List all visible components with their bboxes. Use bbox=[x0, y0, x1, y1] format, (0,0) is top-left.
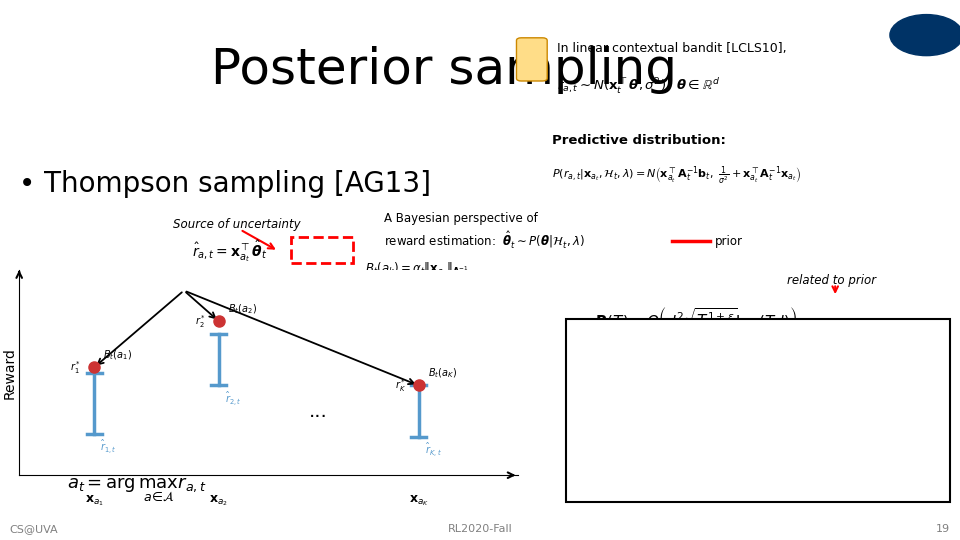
Text: Posterior sampling: Posterior sampling bbox=[211, 46, 677, 94]
Text: CS@UVA: CS@UVA bbox=[10, 524, 59, 534]
Text: $r_K^*$: $r_K^*$ bbox=[395, 377, 406, 394]
Text: UVA: UVA bbox=[919, 32, 934, 38]
Text: $\mathbf{x}_{a_2}$: $\mathbf{x}_{a_2}$ bbox=[209, 493, 228, 508]
Text: $\mathbf{R}(T) = O\left(d^2\sqrt{T^{1+\epsilon}}\log(Td)\right)$: $\mathbf{R}(T) = O\left(d^2\sqrt{T^{1+\e… bbox=[595, 305, 797, 332]
Text: prior: prior bbox=[715, 235, 743, 248]
Text: $r_2^*$: $r_2^*$ bbox=[195, 313, 206, 330]
Text: $a_t = \arg\max_{a \in \mathcal{A}} \hat{r}_{a,t}$: $a_t = \arg\max_{a \in \mathcal{A}} \hat… bbox=[67, 469, 206, 503]
Text: ...: ... bbox=[309, 402, 328, 421]
Text: • Thompson sampling [AG13]: • Thompson sampling [AG13] bbox=[19, 170, 431, 198]
Text: 19: 19 bbox=[936, 524, 950, 534]
Text: $\hat{r}_{2,t}$: $\hat{r}_{2,t}$ bbox=[225, 389, 242, 408]
FancyBboxPatch shape bbox=[516, 38, 547, 81]
Y-axis label: Reward: Reward bbox=[3, 347, 16, 399]
Text: RL2020-Fall: RL2020-Fall bbox=[447, 524, 513, 534]
Text: $\mathbf{A}_t = \lambda\mathbf{I} + \frac{1}{\sigma^2}\sum_{(a_i,r_i)\in\mathcal: $\mathbf{A}_t = \lambda\mathbf{I} + \fra… bbox=[586, 381, 708, 408]
Text: $\mathbf{x}_{a_1}$: $\mathbf{x}_{a_1}$ bbox=[84, 493, 104, 508]
Text: $B_t(a_k) = \alpha_t \|\mathbf{x}_{a_k}\|_{\mathbf{A}_t^{-1}}$: $B_t(a_k) = \alpha_t \|\mathbf{x}_{a_k}\… bbox=[365, 261, 468, 279]
FancyBboxPatch shape bbox=[566, 319, 950, 502]
Circle shape bbox=[890, 15, 960, 56]
Text: $\mathbf{x}_{a_K}$: $\mathbf{x}_{a_K}$ bbox=[409, 493, 428, 508]
Text: Source of uncertainty: Source of uncertainty bbox=[173, 218, 300, 231]
Text: $\hat{r}_{1,t}$: $\hat{r}_{1,t}$ bbox=[100, 438, 117, 456]
Text: $B_t(a_1)$: $B_t(a_1)$ bbox=[103, 349, 132, 362]
Text: In linear contextual bandit [LCLS10],: In linear contextual bandit [LCLS10], bbox=[557, 42, 786, 55]
Text: $\mathbf{b}_t = \frac{1}{\sigma^2}\sum_{(a_i,r_i)\in\mathcal{H}_i} r_{a_i}\mathb: $\mathbf{b}_t = \frac{1}{\sigma^2}\sum_{… bbox=[586, 410, 681, 437]
Text: $\hat{r}_{a,t} = \mathbf{x}_{a_t}^\top\hat{\boldsymbol{\theta}}_t$: $\hat{r}_{a,t} = \mathbf{x}_{a_t}^\top\h… bbox=[192, 238, 268, 264]
Text: A Bayesian perspective of: A Bayesian perspective of bbox=[384, 212, 538, 225]
Text: $\hat{\boldsymbol{\theta}}_t \sim N(\mathbf{A}_t^{-1}\mathbf{b}_t, \mathbf{A}_t^: $\hat{\boldsymbol{\theta}}_t \sim N(\mat… bbox=[586, 444, 680, 463]
Text: Analytic form of posterior: Analytic form of posterior bbox=[586, 336, 766, 349]
Text: $r_{a,t} \sim N(\mathbf{x}_{t}^\top\boldsymbol{\theta}, \sigma^2),\ \boldsymbol{: $r_{a,t} \sim N(\mathbf{x}_{t}^\top\bold… bbox=[557, 77, 720, 96]
Text: Predictive distribution:: Predictive distribution: bbox=[552, 134, 726, 147]
Text: Prior: $P(\boldsymbol{\theta}|\lambda) = N(0, \lambda\mathbf{I})$: Prior: $P(\boldsymbol{\theta}|\lambda) =… bbox=[586, 357, 708, 372]
Text: $B_t(a_2)$: $B_t(a_2)$ bbox=[228, 302, 257, 316]
Text: reward estimation:  $\hat{\boldsymbol{\theta}}_t \sim P(\boldsymbol{\theta}|\mat: reward estimation: $\hat{\boldsymbol{\th… bbox=[384, 229, 585, 249]
Text: $\hat{r}_{K,t}$: $\hat{r}_{K,t}$ bbox=[424, 441, 442, 459]
Text: related to prior: related to prior bbox=[787, 274, 876, 287]
Text: $r_1^*$: $r_1^*$ bbox=[70, 359, 82, 376]
Text: $B_t(a_K)$: $B_t(a_K)$ bbox=[427, 367, 457, 380]
Text: $P(r_{a,t}|\mathbf{x}_{a_t}, \mathcal{H}_t, \lambda) = N\left(\mathbf{x}_{a_t}^\: $P(r_{a,t}|\mathbf{x}_{a_t}, \mathcal{H}… bbox=[552, 164, 801, 187]
